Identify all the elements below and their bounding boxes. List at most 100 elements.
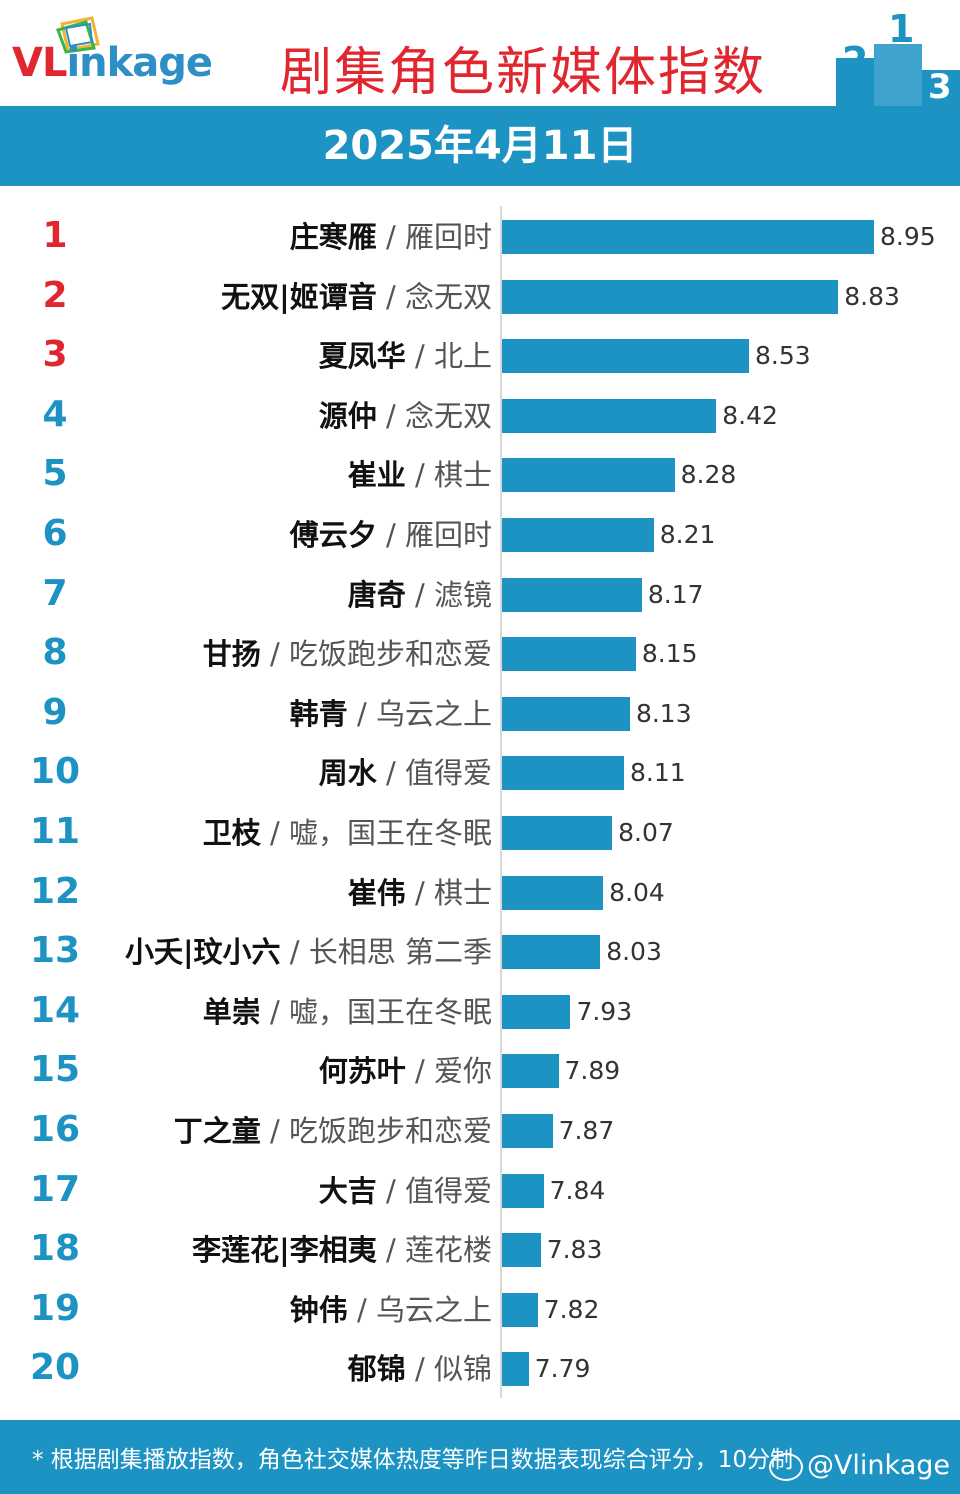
label-separator: / [376,279,405,314]
rank-number: 15 [29,1049,81,1091]
character-name: 甘扬 [202,637,261,672]
show-title: 乌云之上 [375,1292,492,1327]
rank-number: 1 [42,215,68,256]
value-label: 7.89 [564,1056,621,1086]
category-label: 丁之童 / 吃饭跑步和恋爱 [174,1113,492,1149]
character-name: 小夭|玟小六 [124,935,281,970]
bar [502,220,874,254]
bar [502,696,630,731]
label-separator: / [405,339,434,374]
category-label: 卫枝 / 嘘，国王在冬眠 [203,815,492,851]
value-label: 7.79 [534,1354,591,1384]
bar [502,935,601,970]
category-label: 单崇 / 嘘，国王在冬眠 [203,994,492,1030]
rank-number: 13 [29,930,81,972]
show-title: 雁回时 [404,518,492,552]
podium-number-3: 3 [928,67,952,106]
rank-number: 20 [29,1347,81,1389]
value-label: 8.04 [609,877,665,907]
label-separator: / [260,637,289,672]
character-name: 韩青 [289,696,348,731]
value-label: 7.87 [558,1116,615,1145]
rank-number: 7 [42,572,68,614]
show-title: 莲花楼 [404,1233,492,1268]
bar [502,1352,529,1387]
show-title: 棋士 [433,875,492,910]
label-separator: / [405,875,434,910]
character-name: 无双|姬谭音 [221,279,377,314]
value-label: 7.82 [543,1294,600,1324]
show-title: 值得爱 [404,1173,492,1208]
weibo-icon [768,1452,803,1481]
header: VLinkage 剧集角色新媒体指数 2 1 3 [0,0,960,106]
bar [502,756,625,791]
category-label: 大吉 / 值得爱 [319,1173,492,1209]
rank-number: 2 [42,274,68,316]
value-label: 8.15 [641,639,698,669]
rank-number: 19 [29,1287,81,1329]
label-separator: / [405,577,434,612]
show-title: 雁回时 [404,220,492,254]
character-name: 源仲 [318,398,377,433]
label-separator: / [280,935,309,970]
bar [502,637,636,672]
show-title: 似锦 [433,1352,492,1387]
label-separator: / [376,1173,405,1208]
label-separator: / [376,220,405,254]
category-label: 崔伟 / 棋士 [348,875,492,911]
rank-number: 4 [42,393,68,435]
character-name: 庄寒雁 [289,220,377,254]
rank-number: 16 [29,1109,81,1150]
rank-number: 5 [42,453,68,495]
bar [502,1173,544,1208]
category-label: 小夭|玟小六 / 长相思 第二季 [125,934,492,970]
footnote: * 根据剧集播放指数，角色社交媒体热度等昨日数据表现综合评分，10分制 [32,1447,794,1473]
rank-number: 9 [42,691,68,733]
watermark: @Vlinkage [768,1450,950,1481]
value-label: 8.03 [606,937,662,967]
logo-icon [56,16,100,54]
chart-title: 剧集角色新媒体指数 [280,43,767,103]
logo-text-vl: VL [12,40,67,86]
rank-number: 6 [42,513,68,554]
value-label: 8.53 [755,341,811,371]
bar [502,577,642,612]
category-label: 无双|姬谭音 / 念无双 [221,279,492,315]
label-separator: / [347,696,376,731]
category-label: 钟伟 / 乌云之上 [290,1292,492,1328]
bar [502,279,839,314]
show-title: 乌云之上 [375,696,492,731]
category-label: 夏凤华 / 北上 [319,338,492,374]
bar [502,816,613,850]
show-title: 嘘，国王在冬眠 [288,994,492,1029]
category-label: 韩青 / 乌云之上 [290,696,492,732]
show-title: 念无双 [404,398,492,433]
label-separator: / [405,1352,434,1387]
value-label: 7.83 [546,1235,603,1265]
category-label: 庄寒雁 / 雁回时 [290,219,492,255]
character-name: 丁之童 [173,1114,261,1148]
value-label: 8.07 [618,818,674,847]
character-name: 钟伟 [289,1292,348,1327]
value-label: 8.42 [722,400,778,430]
watermark-text: @Vlinkage [806,1450,950,1481]
label-separator: / [405,458,434,493]
character-name: 卫枝 [202,816,261,850]
label-separator: / [376,398,405,433]
podium-number-1: 1 [888,14,914,51]
character-name: 单崇 [202,994,261,1029]
character-name: 崔业 [347,458,406,493]
character-name: 郁锦 [347,1352,406,1387]
bar [502,1292,538,1327]
category-label: 唐奇 / 滤镜 [348,577,492,613]
character-name: 何苏叶 [318,1054,406,1089]
character-name: 李莲花|李相夷 [192,1233,377,1268]
character-name: 大吉 [318,1173,377,1208]
character-name: 夏凤华 [318,339,406,374]
rank-number: 10 [29,751,81,793]
bar [502,1233,541,1268]
bar [502,1054,559,1089]
category-label: 李莲花|李相夷 / 莲花楼 [192,1232,492,1268]
logo-text-inkage: inkage [66,40,213,86]
rank-number: 11 [29,811,81,852]
